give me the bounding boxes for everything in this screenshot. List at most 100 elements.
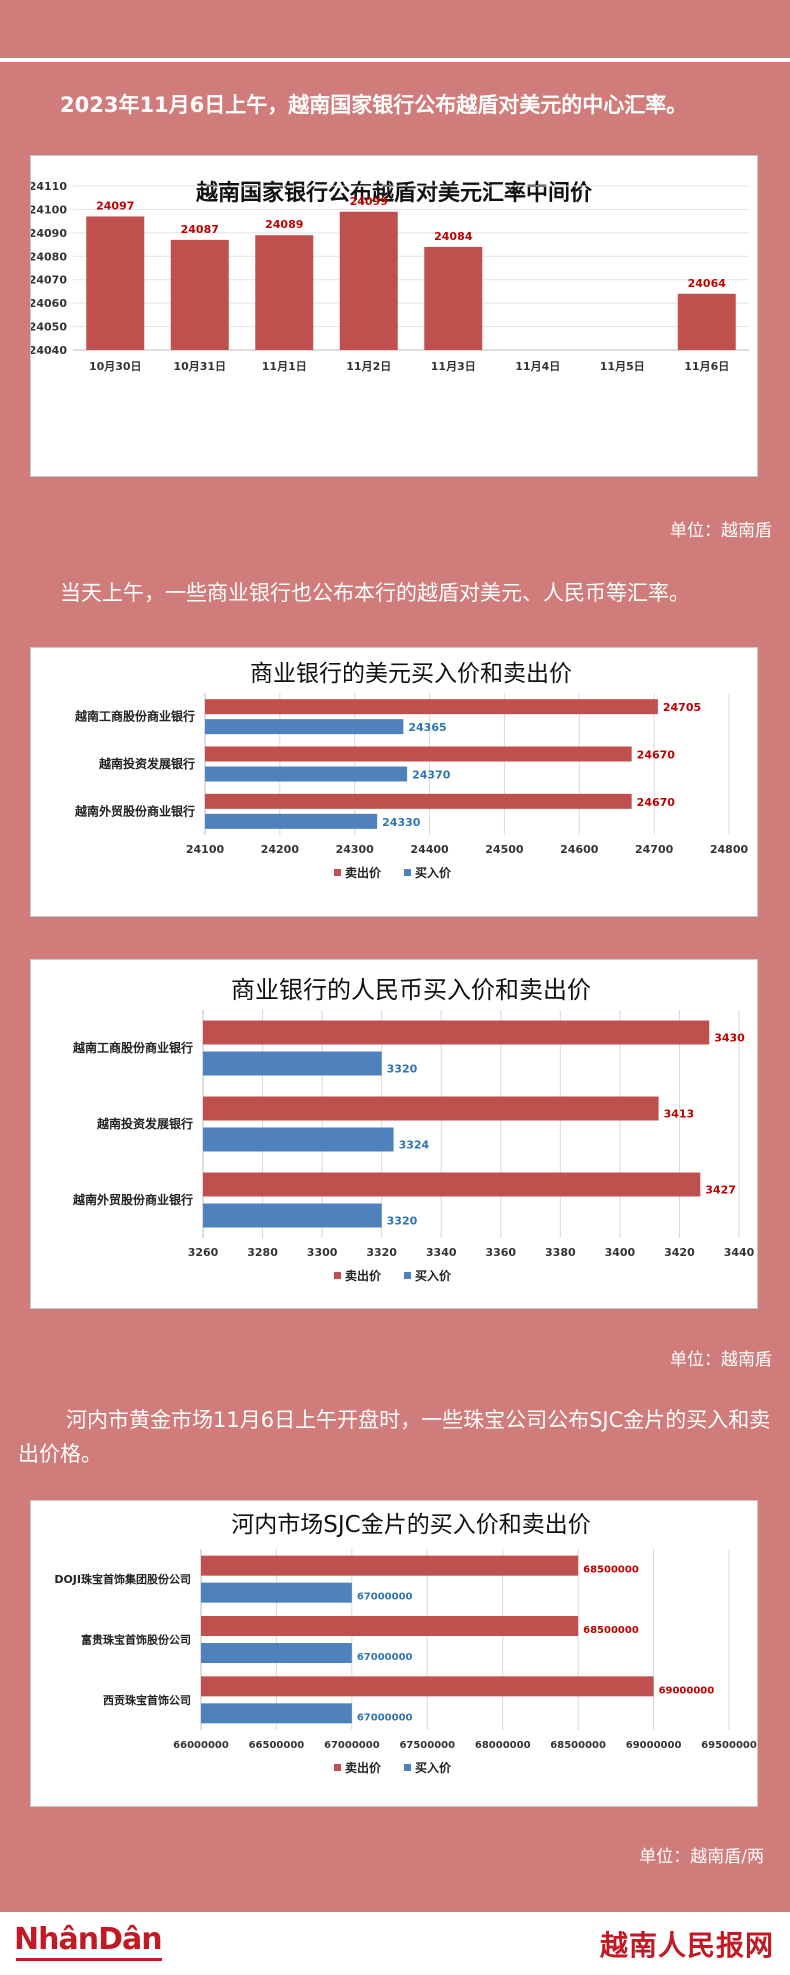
- data-label-buy: 67000000: [357, 1652, 413, 1663]
- legend-label-sell: 卖出价: [345, 1760, 382, 1775]
- data-label: 24064: [688, 277, 727, 290]
- x-tick-label: 3260: [188, 1246, 219, 1259]
- y-tick-label: 24090: [31, 227, 67, 240]
- legend-swatch-buy: [404, 1272, 411, 1279]
- x-tick-label: 67000000: [324, 1740, 380, 1751]
- bar-sell: [203, 1096, 659, 1121]
- x-tick-label: 24200: [261, 843, 300, 856]
- legend-swatch-sell: [334, 869, 341, 876]
- x-tick-label: 3280: [247, 1246, 278, 1259]
- data-label-sell: 68500000: [583, 1625, 639, 1636]
- x-tick-label: 3320: [366, 1246, 397, 1259]
- bar: [86, 216, 145, 350]
- y-tick-label: 24110: [31, 180, 67, 193]
- data-label: 24089: [265, 218, 303, 231]
- data-label-buy: 3320: [387, 1215, 418, 1228]
- x-tick-label: 24800: [710, 843, 749, 856]
- category-label: 富贵珠宝首饰股份公司: [81, 1633, 191, 1647]
- chart-title: 商业银行的美元买入价和卖出价: [250, 661, 572, 687]
- legend-label-buy: 买入价: [415, 1269, 452, 1283]
- bar-buy: [203, 1203, 382, 1228]
- data-label: 24084: [434, 230, 473, 243]
- legend-swatch-buy: [404, 869, 411, 876]
- x-tick-label: 24100: [186, 843, 225, 856]
- data-label-sell: 24670: [637, 796, 676, 809]
- intro-paragraph-2: 当天上午，一些商业银行也公布本行的越盾对美元、人民币等汇率。: [60, 581, 690, 605]
- x-tick-label: 24400: [410, 843, 449, 856]
- data-label-buy: 67000000: [357, 1592, 413, 1603]
- x-tick-label: 69500000: [701, 1740, 757, 1751]
- legend-swatch-sell: [334, 1764, 341, 1771]
- intro-paragraph-1: 2023年11月6日上午，越南国家银行公布越盾对美元的中心汇率。: [60, 93, 688, 117]
- y-tick-label: 24040: [31, 344, 67, 357]
- bar: [424, 246, 483, 350]
- bar-sell: [203, 1020, 710, 1045]
- x-tick-label: 3360: [485, 1246, 516, 1259]
- category-label: 越南工商股份商业银行: [74, 709, 195, 724]
- nhandan-logo[interactable]: NhânDân: [14, 1922, 163, 1961]
- footer-bar: NhânDân 越南人民报网: [0, 1912, 790, 1975]
- chart-panel-4: 河内市场SJC金片的买入价和卖出价 66000000 66500000 6700000…: [30, 1500, 758, 1807]
- category-label: 越南工商股份商业银行: [72, 1040, 193, 1055]
- x-tick-label: 11月1日: [262, 360, 307, 373]
- bar-sell: [201, 1616, 579, 1636]
- x-tick-label: 3300: [307, 1246, 338, 1259]
- unit-label-2: 单位：越南盾: [670, 1350, 772, 1370]
- bar-buy: [201, 1582, 352, 1603]
- legend-label-sell: 卖出价: [345, 1268, 382, 1283]
- y-tick-label: 24080: [31, 250, 67, 263]
- usd-rate-chart: 商业银行的美元买入价和卖出价 24100 24200 24300 24400 24500 2…: [74, 661, 749, 880]
- data-label-buy: 3324: [399, 1139, 430, 1152]
- bar: [677, 293, 736, 350]
- category-label: 西贡珠宝首饰公司: [103, 1693, 191, 1707]
- data-label-buy: 24370: [412, 769, 451, 782]
- bar-buy: [205, 719, 404, 735]
- data-label-sell: 69000000: [659, 1685, 715, 1696]
- bar-sell: [205, 746, 632, 762]
- legend-label-buy: 买入价: [415, 866, 452, 880]
- x-tick-label: 3440: [724, 1246, 755, 1259]
- data-label-buy: 67000000: [357, 1712, 413, 1723]
- category-label: 越南外贸股份商业银行: [72, 1192, 193, 1207]
- data-label: 24099: [350, 195, 388, 208]
- bar-buy: [205, 766, 408, 782]
- x-tick-label: 11月6日: [684, 360, 729, 373]
- x-tick-label: 24500: [485, 843, 524, 856]
- data-label-sell: 3430: [714, 1032, 745, 1045]
- chart-panel-1: 越南国家银行公布越盾对美元汇率中间价 24040 24050 24060 24070 24…: [30, 155, 758, 477]
- category-label: 越南外贸股份商业银行: [74, 803, 195, 818]
- x-tick-label: 11月4日: [515, 360, 560, 373]
- chart-panel-2: 商业银行的美元买入价和卖出价 24100 24200 24300 24400 24500 2…: [30, 647, 758, 917]
- bar-buy: [205, 813, 378, 829]
- top-divider: [0, 58, 790, 62]
- site-logo[interactable]: 越南人民报网: [599, 1929, 774, 1962]
- x-tick-label: 24700: [635, 843, 674, 856]
- data-label-buy: 24365: [408, 721, 446, 734]
- data-label-sell: 3427: [705, 1184, 736, 1197]
- x-tick-label: 3380: [545, 1246, 576, 1259]
- chart-panel-3: 商业银行的人民币买入价和卖出价 3260 3280 3300 3320 3340 3360 3…: [30, 959, 758, 1309]
- x-tick-label: 11月5日: [600, 360, 645, 373]
- bar: [255, 235, 314, 350]
- bar-buy: [201, 1643, 352, 1663]
- central-rate-chart: 越南国家银行公布越盾对美元汇率中间价 24040 24050 24060 24070 24…: [31, 180, 749, 373]
- x-tick-label: 3340: [426, 1246, 457, 1259]
- intro-paragraph-3: 河内市黄金市场11月6日上午开盘时，一些珠宝公司公布SJC金片的买入和卖出价格。: [18, 1408, 771, 1466]
- y-tick-label: 24050: [31, 321, 67, 334]
- chart-title: 商业银行的人民币买入价和卖出价: [231, 976, 591, 1004]
- bar-buy: [201, 1703, 352, 1724]
- y-tick-label: 24060: [31, 297, 67, 310]
- x-tick-label: 66000000: [173, 1740, 229, 1751]
- data-label-buy: 3320: [387, 1063, 418, 1076]
- x-tick-label: 68000000: [475, 1740, 531, 1751]
- x-tick-label: 67500000: [399, 1740, 455, 1751]
- x-tick-label: 66500000: [249, 1740, 305, 1751]
- category-label: 越南投资发展银行: [98, 756, 195, 771]
- bar-sell: [201, 1555, 579, 1576]
- x-tick-label: 10月31日: [173, 360, 226, 373]
- unit-label-3: 单位：越南盾/两: [639, 1847, 764, 1867]
- legend-label-sell: 卖出价: [345, 865, 382, 880]
- x-tick-label: 3420: [664, 1246, 695, 1259]
- y-tick-label: 24100: [31, 203, 67, 216]
- x-tick-label: 24600: [560, 843, 599, 856]
